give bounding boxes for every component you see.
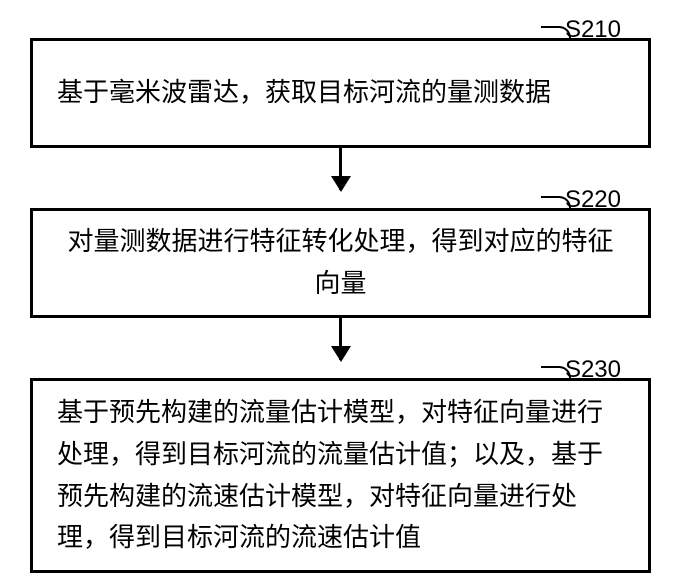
step-box-3: 基于预先构建的流量估计模型，对特征向量进行处理，得到目标河流的流量估计值；以及，… (30, 378, 651, 573)
step-label-3: S230 (565, 356, 621, 384)
step-wrapper-2: S220 对量测数据进行特征转化处理，得到对应的特征向量 (30, 208, 651, 318)
step-label-2: S220 (565, 186, 621, 214)
arrow-2-3 (339, 318, 342, 360)
step-box-1: 基于毫米波雷达，获取目标河流的量测数据 (30, 38, 651, 148)
step-box-2: 对量测数据进行特征转化处理，得到对应的特征向量 (30, 208, 651, 318)
step-text-1: 基于毫米波雷达，获取目标河流的量测数据 (57, 72, 624, 114)
step-label-1: S210 (565, 16, 621, 44)
flowchart-container: S210 基于毫米波雷达，获取目标河流的量测数据 S220 对量测数据进行特征转… (30, 20, 651, 573)
arrow-1-2 (339, 148, 342, 190)
step-wrapper-3: S230 基于预先构建的流量估计模型，对特征向量进行处理，得到目标河流的流量估计… (30, 378, 651, 573)
step-text-3: 基于预先构建的流量估计模型，对特征向量进行处理，得到目标河流的流量估计值；以及，… (57, 392, 624, 558)
step-text-2: 对量测数据进行特征转化处理，得到对应的特征向量 (57, 221, 624, 304)
step-wrapper-1: S210 基于毫米波雷达，获取目标河流的量测数据 (30, 38, 651, 148)
